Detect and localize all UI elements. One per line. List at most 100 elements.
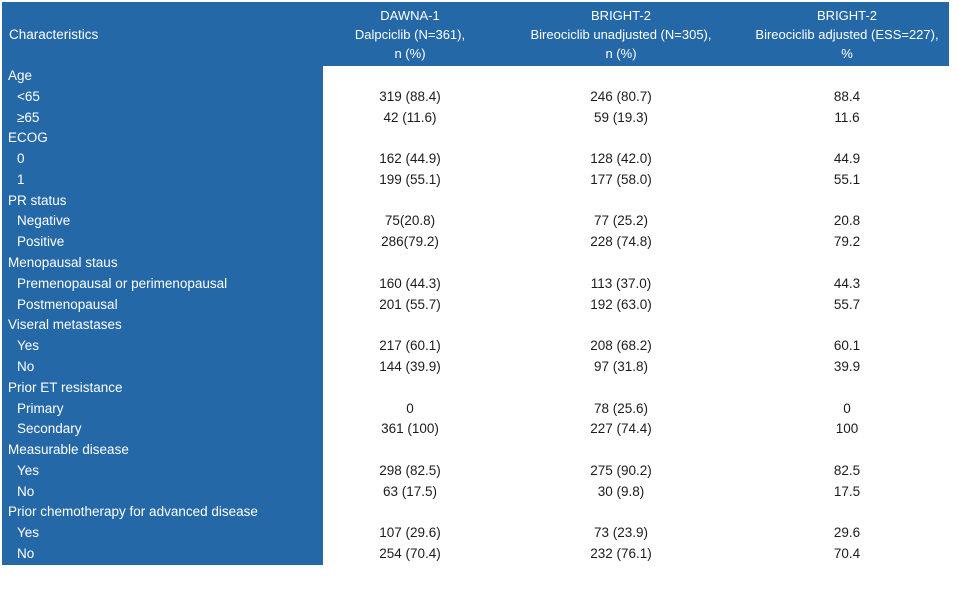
cell-bright2-adjusted <box>745 128 949 150</box>
cell-bright2-adjusted: 17.5 <box>745 481 949 503</box>
table-row: Yes 298 (82.5) 275 (90.2) 82.5 <box>2 460 949 482</box>
cell-bright2-unadjusted: 59 (19.3) <box>497 107 745 129</box>
table-header-row: Characteristics DAWNA-1 Dalpciclib (N=36… <box>2 2 949 66</box>
column-header-line: n (%) <box>394 45 426 61</box>
column-header-line: BRIGHT-2 <box>817 7 877 23</box>
cell-bright2-adjusted: 82.5 <box>745 460 949 482</box>
cell-dawna1 <box>323 315 497 337</box>
cell-bright2-adjusted: 88.4 <box>745 86 949 108</box>
cell-bright2-adjusted <box>745 502 949 524</box>
cell-dawna1: 107 (29.6) <box>323 523 497 544</box>
cell-bright2-adjusted: 60.1 <box>745 336 949 357</box>
cell-dawna1 <box>323 502 497 524</box>
cell-bright2-adjusted: 55.7 <box>745 294 949 316</box>
cell-bright2-adjusted: 0 <box>745 398 949 420</box>
table-row: Menopausal staus <box>2 253 949 274</box>
cell-dawna1: 0 <box>323 398 497 420</box>
characteristics-table: Characteristics DAWNA-1 Dalpciclib (N=36… <box>2 2 949 565</box>
column-header-bright2-unadjusted: BRIGHT-2 Bireociclib unadjusted (N=305),… <box>497 2 745 66</box>
row-label: 0 <box>2 149 323 170</box>
table-row: 0 162 (44.9) 128 (42.0) 44.9 <box>2 149 949 170</box>
cell-dawna1: 199 (55.1) <box>323 169 497 191</box>
cell-dawna1: 361 (100) <box>323 419 497 441</box>
table-row: Measurable disease <box>2 440 949 461</box>
cell-bright2-unadjusted: 177 (58.0) <box>497 169 745 191</box>
cell-dawna1 <box>323 377 497 399</box>
table-row: Yes 107 (29.6) 73 (23.9) 29.6 <box>2 523 949 544</box>
column-header-line: Bireociclib unadjusted (N=305), <box>530 26 712 42</box>
cell-dawna1 <box>323 128 497 150</box>
row-label: Yes <box>2 460 323 482</box>
row-label: PR status <box>2 190 323 212</box>
row-label: Primary <box>2 398 323 420</box>
cell-bright2-adjusted: 29.6 <box>745 523 949 544</box>
table-row: ≥65 42 (11.6) 59 (19.3) 11.6 <box>2 107 949 129</box>
cell-bright2-adjusted <box>745 190 949 212</box>
row-label: Premenopausal or perimenopausal <box>2 273 323 295</box>
table-row: Negative 75(20.8) 77 (25.2) 20.8 <box>2 211 949 233</box>
row-label: Positive <box>2 232 323 254</box>
cell-bright2-unadjusted <box>497 66 745 87</box>
table-row: Prior chemotherapy for advanced disease <box>2 502 949 524</box>
cell-bright2-adjusted: 11.6 <box>745 107 949 129</box>
row-label: Prior ET resistance <box>2 377 323 399</box>
table-body: Age <65 319 (88.4) 246 (80.7) 88.4 ≥65 42 (11.… <box>2 66 949 565</box>
column-header-line: n (%) <box>605 45 637 61</box>
cell-dawna1: 162 (44.9) <box>323 149 497 170</box>
row-label: Yes <box>2 336 323 357</box>
row-label: ECOG <box>2 128 323 150</box>
table-row: No 144 (39.9) 97 (31.8) 39.9 <box>2 356 949 378</box>
cell-dawna1: 201 (55.7) <box>323 294 497 316</box>
cell-bright2-unadjusted <box>497 315 745 337</box>
cell-dawna1 <box>323 190 497 212</box>
cell-dawna1: 217 (60.1) <box>323 336 497 357</box>
cell-dawna1 <box>323 253 497 274</box>
table-row: Prior ET resistance <box>2 377 949 399</box>
row-label: <65 <box>2 86 323 108</box>
row-label: No <box>2 356 323 378</box>
cell-bright2-unadjusted: 208 (68.2) <box>497 336 745 357</box>
row-label: ≥65 <box>2 107 323 129</box>
row-label: Age <box>2 66 323 87</box>
cell-bright2-unadjusted: 113 (37.0) <box>497 273 745 295</box>
column-header-line: Dalpciclib (N=361), <box>354 26 466 42</box>
cell-bright2-unadjusted: 97 (31.8) <box>497 356 745 378</box>
cell-dawna1: 319 (88.4) <box>323 86 497 108</box>
cell-dawna1: 160 (44.3) <box>323 273 497 295</box>
table-row: Premenopausal or perimenopausal 160 (44.3… <box>2 273 949 295</box>
row-label: Viseral metastases <box>2 315 323 337</box>
cell-dawna1: 42 (11.6) <box>323 107 497 129</box>
table-row: Positive 286(79.2) 228 (74.8) 79.2 <box>2 232 949 254</box>
cell-dawna1: 298 (82.5) <box>323 460 497 482</box>
cell-bright2-unadjusted: 192 (63.0) <box>497 294 745 316</box>
cell-bright2-unadjusted <box>497 502 745 524</box>
table-row: Primary 0 78 (25.6) 0 <box>2 398 949 420</box>
row-label: No <box>2 543 323 565</box>
cell-bright2-unadjusted <box>497 190 745 212</box>
cell-bright2-adjusted <box>745 377 949 399</box>
cell-bright2-unadjusted: 128 (42.0) <box>497 149 745 170</box>
cell-bright2-unadjusted <box>497 440 745 461</box>
cell-dawna1 <box>323 66 497 87</box>
cell-bright2-unadjusted: 275 (90.2) <box>497 460 745 482</box>
cell-bright2-unadjusted: 73 (23.9) <box>497 523 745 544</box>
cell-bright2-unadjusted: 30 (9.8) <box>497 481 745 503</box>
cell-bright2-unadjusted: 77 (25.2) <box>497 211 745 233</box>
row-label: Prior chemotherapy for advanced disease <box>2 502 323 524</box>
cell-bright2-adjusted <box>745 66 949 87</box>
row-label: Menopausal staus <box>2 253 323 274</box>
table-row: Yes 217 (60.1) 208 (68.2) 60.1 <box>2 336 949 357</box>
cell-bright2-adjusted <box>745 253 949 274</box>
row-label: Negative <box>2 211 323 233</box>
column-header-dawna1: DAWNA-1 Dalpciclib (N=361), n (%) <box>323 2 497 66</box>
table-row: Secondary 361 (100) 227 (74.4) 100 <box>2 419 949 441</box>
row-label: Measurable disease <box>2 440 323 461</box>
cell-bright2-adjusted: 79.2 <box>745 232 949 254</box>
cell-bright2-unadjusted: 228 (74.8) <box>497 232 745 254</box>
cell-dawna1 <box>323 440 497 461</box>
cell-bright2-unadjusted <box>497 253 745 274</box>
table-row: <65 319 (88.4) 246 (80.7) 88.4 <box>2 86 949 108</box>
row-label: Postmenopausal <box>2 294 323 316</box>
cell-bright2-unadjusted: 232 (76.1) <box>497 543 745 565</box>
